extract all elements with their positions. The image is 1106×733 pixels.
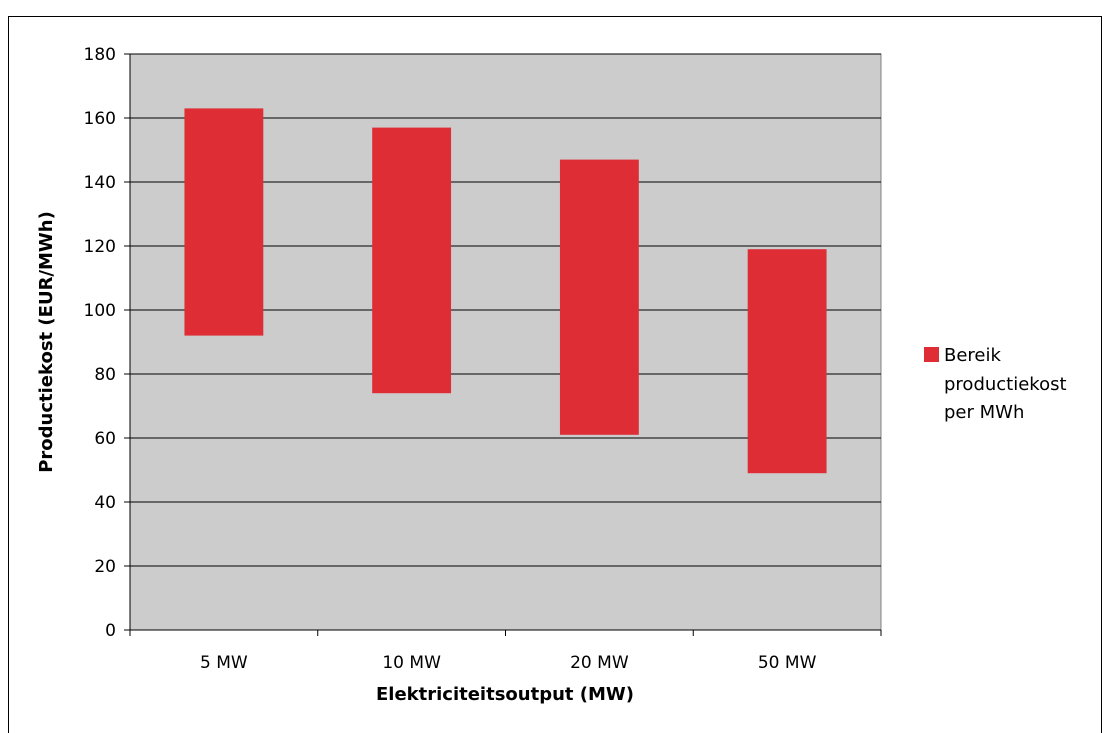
- x-tick-label: 50 MW: [758, 653, 817, 673]
- y-tick-label: 120: [84, 237, 116, 257]
- x-axis-title: Elektriciteitsoutput (MW): [376, 684, 634, 705]
- y-tick-label: 20: [94, 557, 116, 577]
- y-tick-label: 100: [84, 301, 116, 321]
- x-tick-label: 20 MW: [570, 653, 629, 673]
- axes: 0 20 40 60 80 100 120 140 160 180 5 MW 10 MW 20 MW 50…: [84, 45, 882, 673]
- x-tick-label: 10 MW: [382, 653, 441, 673]
- range-bar: [747, 249, 827, 474]
- x-tick-label: 5 MW: [200, 653, 248, 673]
- range-bar: [184, 108, 264, 336]
- y-tick-label: 60: [94, 429, 116, 449]
- legend-line-3: per MWh: [944, 402, 1024, 423]
- y-tick-label: 40: [94, 493, 116, 513]
- y-axis-title: Productiekost (EUR/MWh): [36, 211, 57, 473]
- legend-swatch: [924, 347, 939, 362]
- legend-line-1: Bereik: [944, 345, 1002, 366]
- legend-line-2: productiekost: [944, 374, 1067, 395]
- y-tick-label: 140: [84, 173, 116, 193]
- y-tick-label: 0: [105, 621, 116, 641]
- range-bar: [559, 159, 639, 435]
- range-bar: [372, 127, 452, 394]
- y-tick-label: 80: [94, 365, 116, 385]
- legend: Bereik productiekost per MWh: [924, 345, 1067, 423]
- bars: [184, 108, 827, 474]
- y-tick-label: 180: [84, 45, 116, 65]
- y-tick-label: 160: [84, 109, 116, 129]
